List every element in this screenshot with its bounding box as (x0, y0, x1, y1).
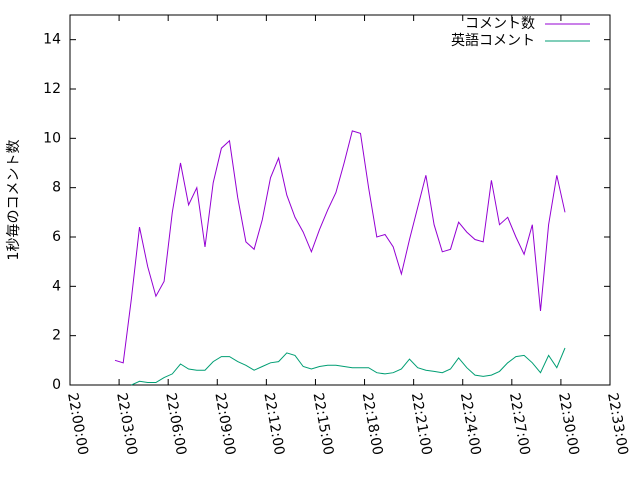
y-tick-label: 4 (52, 278, 61, 294)
legend-label: コメント数 (465, 16, 535, 32)
x-tick-label: 22:15:00 (310, 392, 337, 457)
y-tick-label: 0 (52, 377, 61, 393)
y-axis-label: 1秒毎のコメント数 (6, 140, 22, 261)
x-tick-label: 22:06:00 (162, 392, 189, 457)
x-tick-label: 22:12:00 (260, 392, 287, 457)
y-tick-label: 6 (52, 229, 61, 245)
y-tick-label: 14 (43, 32, 61, 48)
y-tick-label: 8 (52, 180, 61, 196)
y-tick-label: 2 (52, 328, 61, 344)
x-tick-label: 22:00:00 (64, 392, 91, 457)
plot-frame (69, 14, 611, 386)
series-line (114, 130, 566, 364)
x-tick-label: 22:03:00 (113, 392, 140, 457)
x-tick-label: 22:30:00 (555, 392, 582, 457)
x-tick-label: 22:27:00 (506, 392, 533, 457)
x-tick-label: 22:24:00 (457, 392, 484, 457)
y-tick-label: 10 (43, 130, 61, 146)
x-tick-label: 22:18:00 (359, 392, 386, 457)
x-tick-label: 22:09:00 (211, 392, 238, 457)
y-tick-label: 12 (43, 81, 61, 97)
x-tick-label: 22:33:00 (604, 392, 631, 457)
legend-label: 英語コメント (451, 32, 535, 49)
series-line (131, 347, 566, 386)
x-tick-label: 22:21:00 (408, 392, 435, 457)
